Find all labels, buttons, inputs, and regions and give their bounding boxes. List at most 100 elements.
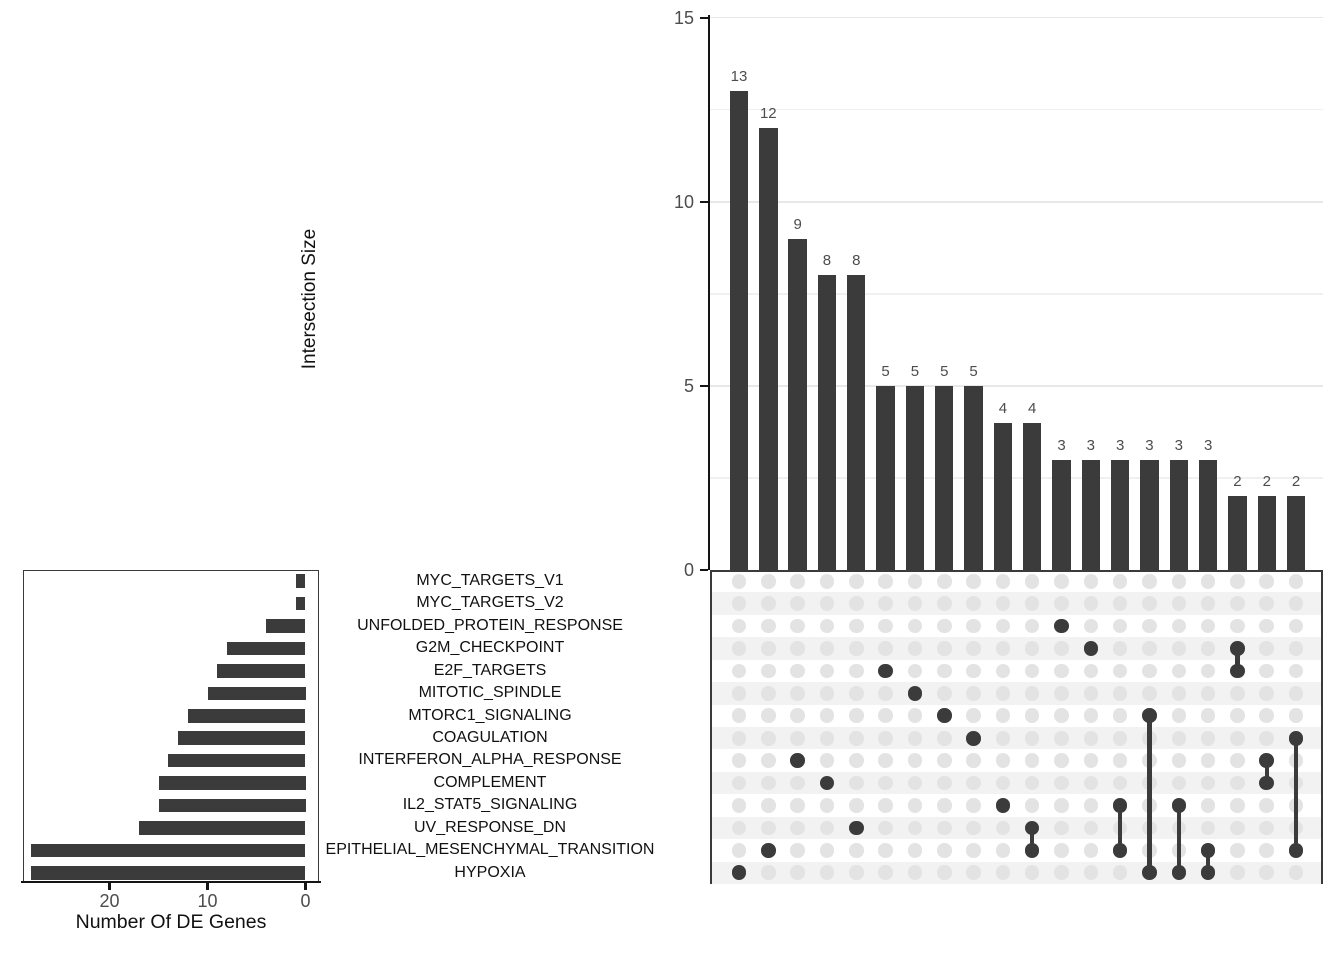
matrix-dot — [761, 573, 776, 589]
matrix-dot — [1142, 686, 1157, 701]
matrix-dot-active — [1288, 843, 1304, 858]
matrix-dot — [907, 641, 923, 656]
set-size-bar — [187, 708, 306, 723]
matrix-dot — [1112, 730, 1128, 746]
set-label: INTERFERON_ALPHA_RESPONSE — [358, 751, 622, 769]
set-size-bar — [158, 776, 306, 790]
matrix-dot — [819, 865, 835, 881]
matrix-dot-active — [1259, 775, 1275, 791]
matrix-dot-active — [1259, 753, 1275, 768]
intersection-count-label: 3 — [1174, 436, 1183, 454]
matrix-dot — [878, 865, 893, 881]
matrix-dot-active — [790, 753, 805, 768]
set-label: MYC_TARGETS_V2 — [416, 594, 564, 612]
set-size-bar — [31, 843, 306, 858]
matrix-dot-active — [848, 820, 864, 836]
set-size-bar — [31, 865, 306, 880]
matrix-dot — [731, 708, 747, 724]
matrix-dot — [936, 798, 952, 813]
matrix-dot — [1200, 820, 1216, 836]
matrix-dot — [819, 641, 835, 656]
matrix-dot — [1230, 775, 1245, 791]
intersection-count-label: 9 — [793, 215, 802, 233]
gridline-major — [710, 385, 1323, 387]
matrix-dot — [1259, 573, 1275, 589]
set-label: COAGULATION — [432, 729, 548, 746]
matrix-dot — [936, 663, 952, 679]
matrix-dot — [848, 708, 864, 724]
matrix-dot — [1083, 843, 1099, 858]
intersection-count-label: 8 — [822, 252, 832, 270]
matrix-dot-active — [761, 843, 776, 858]
matrix-row-stripe — [712, 771, 1321, 795]
matrix-dot-active — [1171, 865, 1187, 881]
set-size-bar — [138, 821, 306, 835]
matrix-connector — [1235, 648, 1240, 671]
matrix-dot — [1200, 573, 1216, 589]
matrix-dot-active — [1054, 618, 1069, 634]
y-axis-tick — [700, 200, 708, 203]
matrix-dot-active — [995, 798, 1011, 813]
matrix-dot — [1230, 798, 1245, 813]
intersection-count-label: 4 — [998, 399, 1008, 417]
matrix-dot — [1200, 686, 1216, 701]
matrix-dot — [1171, 663, 1187, 679]
set-size-bar — [266, 619, 306, 633]
matrix-dot — [819, 730, 835, 746]
matrix-dot — [966, 686, 981, 701]
matrix-dot — [1024, 798, 1040, 813]
y-axis-tick-label: 0 — [683, 560, 694, 580]
matrix-dot — [936, 641, 952, 656]
matrix-connector — [1030, 827, 1035, 851]
intersection-bar — [817, 275, 837, 570]
matrix-dot — [731, 686, 747, 701]
matrix-dot — [878, 573, 893, 589]
matrix-dot — [848, 686, 864, 701]
matrix-dot — [1230, 708, 1245, 724]
matrix-dot — [995, 753, 1011, 768]
intersection-bar — [1052, 459, 1071, 570]
set-label: UV_RESPONSE_DN — [413, 818, 567, 836]
matrix-dot — [966, 573, 981, 589]
matrix-dot — [1083, 775, 1099, 791]
matrix-dot — [1142, 573, 1157, 589]
matrix-dot-active — [819, 775, 835, 791]
matrix-dot — [1054, 663, 1069, 679]
intersection-count-label: 4 — [1028, 399, 1037, 417]
set-size-bar — [207, 686, 306, 701]
matrix-dot — [936, 686, 952, 701]
matrix-dot — [1024, 753, 1040, 768]
y-axis-tick-label: 15 — [673, 7, 694, 28]
matrix-dot — [995, 641, 1011, 656]
matrix-dot — [1288, 686, 1304, 701]
matrix-dot — [1259, 865, 1275, 881]
matrix-dot — [878, 730, 893, 746]
matrix-dot — [1112, 641, 1128, 656]
matrix-dot — [995, 730, 1011, 746]
matrix-dot — [1024, 730, 1040, 746]
matrix-dot — [1230, 618, 1245, 634]
y-axis-tick-label: 10 — [673, 191, 694, 212]
matrix-dot-active — [907, 686, 923, 701]
set-label: HYPOXIA — [454, 863, 526, 881]
gridline-minor — [710, 293, 1323, 295]
matrix-dot — [907, 843, 923, 858]
intersection-bar — [1023, 422, 1042, 570]
intersection-bar — [847, 275, 866, 570]
matrix-dot — [1054, 753, 1069, 768]
matrix-dot — [1024, 686, 1040, 701]
matrix-dot — [848, 641, 864, 656]
y-axis-tick-label: 5 — [683, 375, 694, 396]
matrix-dot — [1230, 573, 1245, 589]
matrix-dot — [1230, 820, 1245, 836]
intersection-bar — [788, 238, 807, 570]
set-label: MTORC1_SIGNALING — [408, 706, 572, 724]
matrix-dot — [1024, 573, 1040, 589]
matrix-dot — [1112, 686, 1128, 701]
matrix-dot — [966, 663, 981, 679]
matrix-dot — [995, 820, 1011, 836]
matrix-dot — [819, 798, 835, 813]
set-label: UNFOLDED_PROTEIN_RESPONSE — [357, 616, 623, 634]
matrix-dot — [790, 708, 805, 724]
matrix-dot — [848, 753, 864, 768]
